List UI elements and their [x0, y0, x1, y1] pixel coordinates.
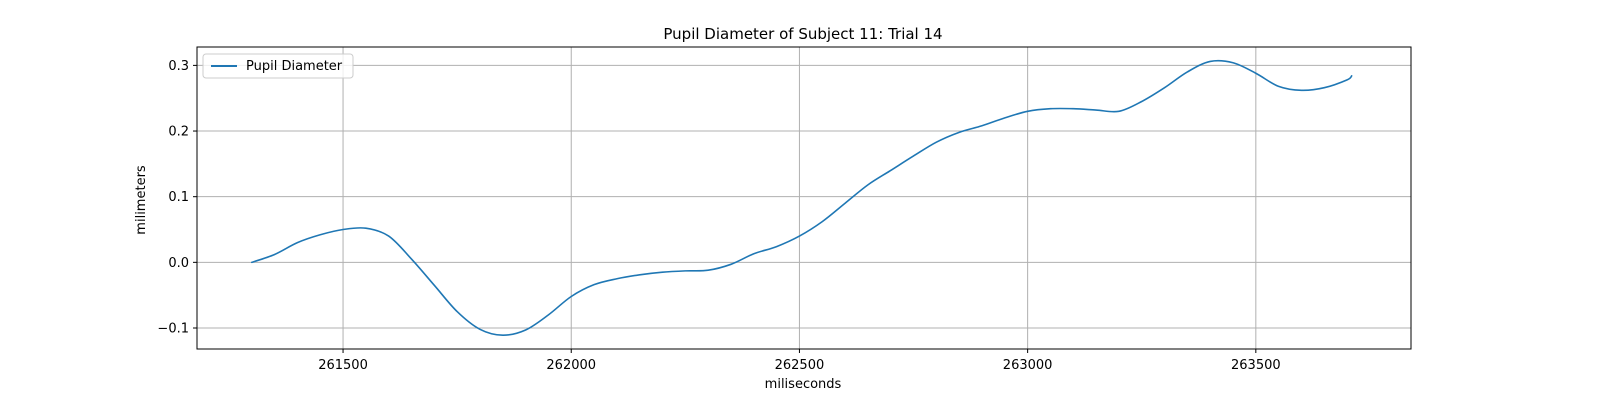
y-tick-label: 0.0 [168, 256, 189, 271]
x-tick-label: 261500 [318, 358, 368, 373]
x-tick-label: 263500 [1231, 358, 1281, 373]
y-tick-label: −0.1 [157, 321, 189, 336]
legend-label: Pupil Diameter [246, 59, 343, 74]
legend-box [202, 53, 354, 79]
grid [197, 47, 1411, 349]
chart-title: Pupil Diameter of Subject 11: Trial 14 [663, 25, 942, 43]
series-line-pupil-diameter [250, 59, 1353, 337]
legend: Pupil Diameter [202, 53, 354, 79]
y-axis-label: milimeters [134, 165, 149, 235]
axis-ticks: 261500 262000 262500 263000 263500 −0.1 0.0 0.1… [157, 59, 1280, 373]
x-tick-label: 263000 [1003, 358, 1053, 373]
x-tick-label: 262500 [775, 358, 825, 373]
y-tick-label: 0.3 [168, 59, 189, 74]
plot-frame [196, 46, 1412, 350]
plot-area [250, 59, 1353, 337]
x-tick-label: 262000 [546, 358, 596, 373]
x-axis-label: miliseconds [765, 377, 842, 392]
y-tick-label: 0.1 [168, 190, 189, 205]
y-tick-label: 0.2 [168, 125, 189, 140]
